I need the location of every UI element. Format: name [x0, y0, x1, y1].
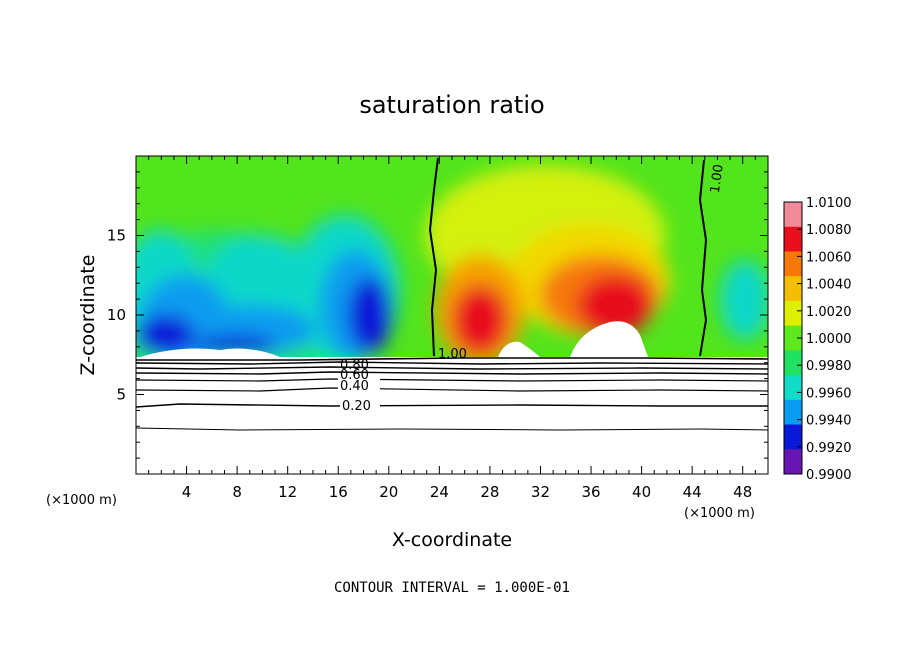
colorbar-label: 1.0100 [806, 196, 852, 211]
x-axis: 4 8 12 16 20 24 28 32 36 40 44 48 [148, 156, 756, 501]
contour-label: 0.20 [342, 399, 371, 414]
colorbar-swatch [784, 399, 802, 426]
colorbar-label: 0.9940 [806, 414, 852, 429]
x-unit-label-right: (×1000 m) [684, 506, 755, 521]
contour-lines [136, 157, 768, 431]
colorbar-label: 1.0020 [806, 305, 852, 320]
x-tick-label: 36 [581, 483, 600, 501]
colorbar-label: 1.0040 [806, 278, 852, 293]
colorbar-swatch [784, 449, 802, 475]
contour-label: 1.00 [438, 347, 467, 362]
contour-label-group: 0.20 0.40 0.60 0.80 1.00 1.00 [338, 163, 727, 414]
colorbar-swatch [784, 202, 802, 228]
colorbar: 1.0100 1.0080 1.0060 1.0040 1.0020 1.0000 0.99… [783, 196, 852, 483]
colorbar-swatch [784, 226, 802, 252]
contour-label: 1.00 [708, 163, 727, 194]
x-tick-label: 44 [683, 483, 702, 501]
x-tick-label: 32 [531, 483, 550, 501]
colorbar-swatch [784, 375, 802, 401]
colorbar-swatch [784, 300, 802, 327]
colorbar-swatch [784, 276, 802, 302]
x-tick-label: 24 [430, 483, 449, 501]
y-axis: 5 10 15 [107, 171, 768, 459]
contour-label: 0.80 [340, 358, 369, 373]
contour-interval-note: CONTOUR INTERVAL = 1.000E-01 [334, 580, 570, 596]
x-tick-label: 48 [733, 483, 752, 501]
x-tick-label: 40 [632, 483, 651, 501]
colorbar-label: 0.9960 [806, 386, 852, 401]
chart-title: saturation ratio [359, 91, 544, 119]
colorbar-label: 1.0000 [806, 332, 852, 347]
colorbar-label: 0.9900 [806, 468, 852, 483]
x-tick-label: 4 [182, 483, 192, 501]
contour-label: 0.40 [340, 379, 369, 394]
x-axis-label: X-coordinate [392, 529, 512, 551]
colorbar-swatch [784, 350, 802, 376]
colorbar-swatch [784, 424, 802, 450]
y-tick-label: 5 [116, 386, 126, 404]
colorbar-label: 1.0060 [806, 250, 852, 265]
y-tick-label: 10 [107, 306, 126, 324]
x-tick-label: 20 [379, 483, 398, 501]
x-tick-label: 8 [232, 483, 242, 501]
y-axis-label: Z-coordinate [77, 255, 99, 376]
x-tick-label: 12 [278, 483, 297, 501]
x-unit-label-left: (×1000 m) [46, 493, 117, 508]
colorbar-swatch [784, 325, 802, 351]
colorbar-label: 0.9920 [806, 441, 852, 456]
colorbar-label: 0.9980 [806, 359, 852, 374]
x-tick-label: 16 [329, 483, 348, 501]
contour-label: 0.60 [340, 368, 369, 383]
colorbar-label: 1.0080 [806, 223, 852, 238]
x-tick-label: 28 [480, 483, 499, 501]
colorbar-swatch [784, 251, 802, 277]
y-tick-label: 15 [107, 227, 126, 245]
color-field [136, 156, 768, 357]
